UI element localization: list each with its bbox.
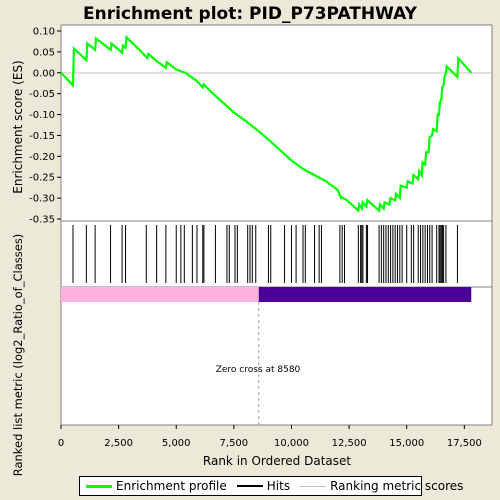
x-tick-label: 2,500 bbox=[104, 438, 133, 449]
negative-metric-bar bbox=[258, 287, 472, 302]
x-tick-label: 17,500 bbox=[447, 438, 482, 449]
y-tick-label: 0.00 bbox=[33, 68, 55, 79]
x-axis: 0 2,500 5,000 7,500 10,000 12,500 15,000 17,500 bbox=[58, 425, 482, 449]
y-tick-label: 0.05 bbox=[33, 47, 55, 58]
es-y-axis: 0.10 0.05 0.00 -0.05 -0.10 -0.15 -0.20 -0.25 -0.… bbox=[29, 27, 61, 226]
legend-item-hits: Hits bbox=[236, 479, 291, 493]
legend-item-ranking-metric: Ranking metric scores bbox=[300, 479, 463, 493]
chart-legend: Enrichment profile Hits Ranking metric s… bbox=[79, 476, 463, 496]
es-plot-area bbox=[60, 24, 493, 222]
zero-cross-label: Zero cross at 8580 bbox=[216, 365, 301, 375]
legend-swatch-ranking bbox=[300, 485, 327, 487]
legend-item-enrichment-profile: Enrichment profile bbox=[86, 479, 227, 493]
x-tick-label: 5,000 bbox=[162, 438, 191, 449]
x-axis-label: Rank in Ordered Dataset bbox=[203, 454, 351, 468]
x-tick-label: 15,000 bbox=[389, 438, 424, 449]
chart-title: Enrichment plot: PID_P73PATHWAY bbox=[83, 4, 418, 24]
y-tick-label: 0.10 bbox=[33, 27, 55, 38]
x-tick-label: 0 bbox=[58, 438, 64, 449]
legend-swatch-hits bbox=[236, 485, 263, 487]
y-tick-label: -0.20 bbox=[29, 152, 55, 163]
y-tick-label: -0.35 bbox=[29, 215, 55, 226]
x-tick-label: 7,500 bbox=[220, 438, 249, 449]
x-tick-label: 12,500 bbox=[332, 438, 367, 449]
positive-metric-bar bbox=[61, 287, 259, 302]
x-tick-label: 10,000 bbox=[274, 438, 309, 449]
enrichment-profile-line bbox=[60, 34, 473, 213]
y-tick-label: -0.25 bbox=[29, 173, 55, 184]
legend-label: Ranking metric scores bbox=[330, 479, 464, 493]
legend-swatch-enrichment bbox=[86, 484, 112, 488]
y-tick-label: -0.15 bbox=[29, 131, 55, 142]
legend-label: Enrichment profile bbox=[116, 479, 227, 493]
y-tick-label: -0.10 bbox=[29, 110, 55, 121]
y-tick-label: -0.05 bbox=[29, 89, 55, 100]
hits-markers bbox=[72, 225, 458, 283]
metric-y-axis-label: Ranked list metric (log2_Ratio_of_Classe… bbox=[11, 234, 25, 477]
metric-plot-area bbox=[60, 286, 493, 426]
legend-label: Hits bbox=[266, 479, 291, 493]
y-tick-label: -0.30 bbox=[29, 194, 55, 205]
es-y-axis-label: Enrichment score (ES) bbox=[11, 60, 25, 193]
